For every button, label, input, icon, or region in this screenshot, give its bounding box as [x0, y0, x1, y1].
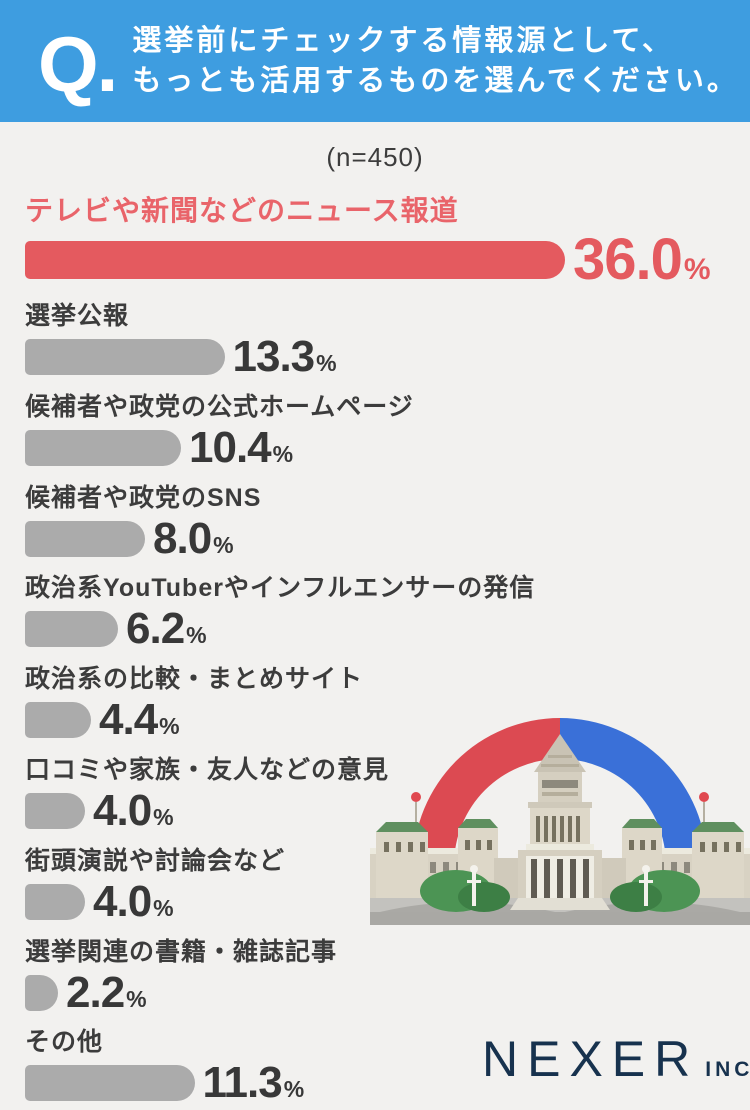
bar-line: 13.3 % [25, 332, 750, 382]
national-diet-building-illustration [370, 718, 750, 925]
green-roof [458, 819, 498, 828]
bar-chart: テレビや新聞などのニュース報道 36.0 % 選挙公報 13.3 % 候補者や政… [0, 193, 750, 1108]
bar-line: 6.2 % [25, 604, 750, 654]
bar-value-number: 8.0 [153, 513, 212, 563]
bar [25, 1065, 195, 1102]
bar-label: 街頭演説や討論会など [25, 846, 286, 875]
nexer-logo-text: NEXER [482, 1031, 700, 1087]
question-mark: Q. [38, 19, 118, 108]
bar-value-number: 4.0 [93, 786, 152, 836]
lamp-post [467, 865, 481, 906]
bar-value-unit: % [153, 894, 174, 921]
bar-line: 8.0 % [25, 513, 750, 563]
bar-line: 2.2 % [25, 967, 750, 1017]
tower-pyramid [534, 734, 586, 772]
bar-label: 選挙公報 [25, 302, 130, 331]
chart-row: 政治系YouTuberやインフルエンサーの発信 6.2 % [25, 571, 750, 654]
question-title-line1: 選挙前にチェックする情報源として、 [132, 24, 675, 57]
bar-value: 36.0 % [573, 227, 711, 292]
chart-row: 口コミや家族・友人などの意見 4.0 % [25, 753, 750, 832]
bar-value: 8.0 % [153, 513, 234, 563]
bar-line: 36.0 % [25, 227, 750, 292]
bar-value-unit: % [213, 531, 234, 558]
sample-size-label: (n=450) [326, 142, 424, 172]
bush [458, 882, 510, 912]
bar-value-unit: % [186, 622, 207, 649]
bar [25, 702, 91, 739]
bar-value-number: 13.3 [232, 332, 316, 382]
bar-value-unit: % [272, 440, 294, 467]
chart-row: 候補者や政党の公式ホームページ 10.4 % [25, 390, 750, 469]
bar [25, 429, 181, 466]
bar-value: 13.3 % [232, 332, 337, 382]
bar-line: 4.4 % [25, 695, 750, 745]
bar-line: 4.0 % [25, 876, 750, 926]
green-roof [622, 819, 662, 828]
chart-row: 街頭演説や討論会など 4.0 % [25, 844, 750, 923]
bar-label: 候補者や政党の公式ホームページ [25, 392, 414, 421]
chart-row: 候補者や政党のSNS 8.0 % [25, 481, 750, 560]
bar-label: 政治系の比較・まとめサイト [25, 665, 364, 694]
chart-row: 選挙関連の書籍・雑誌記事 2.2 % [25, 935, 750, 1014]
chart-row: テレビや新聞などのニュース報道 36.0 % [25, 193, 750, 292]
bar [25, 240, 565, 279]
bar-value-unit: % [153, 804, 174, 831]
arch-right-blue [560, 718, 707, 865]
bar-value-number: 2.2 [66, 967, 125, 1017]
bar-value-unit: % [316, 350, 337, 377]
bar-value: 4.0 % [93, 876, 174, 926]
bar-value: 4.4 % [99, 695, 180, 745]
bar-line: 11.3 % [25, 1058, 750, 1108]
lamp-post [639, 865, 653, 906]
bar-value-number: 4.0 [93, 876, 152, 926]
bar-value-number: 4.4 [99, 695, 158, 745]
bar-value-number: 10.4 [189, 422, 272, 472]
bar [25, 338, 225, 375]
bar-value-unit: % [283, 1076, 305, 1103]
bar-line: 4.0 % [25, 786, 750, 836]
bar-label: 政治系YouTuberやインフルエンサーの発信 [25, 574, 536, 603]
bar-value-unit: % [683, 253, 711, 286]
green-roof [692, 822, 744, 832]
question-title-line2: もっとも活用するものを選んでください。 [132, 65, 739, 97]
nexer-logo: NEXER INC. [482, 1030, 750, 1088]
bar-value: 10.4 % [189, 422, 294, 472]
chart-row: 政治系の比較・まとめサイト 4.4 % [25, 662, 750, 745]
arch-left-red [413, 718, 560, 865]
bar-value: 6.2 % [126, 604, 207, 654]
bar-label: 候補者や政党のSNS [25, 483, 262, 512]
bar [25, 974, 58, 1011]
bar-value-number: 36.0 [573, 227, 683, 292]
road [370, 912, 750, 925]
flag-right [699, 792, 709, 802]
chart-row: その他 11.3 % [25, 1025, 750, 1108]
bar [25, 883, 85, 920]
bar-value: 11.3 % [202, 1058, 305, 1108]
bar-label: 選挙関連の書籍・雑誌記事 [25, 937, 338, 966]
bar-label: 口コミや家族・友人などの意見 [25, 756, 390, 785]
question-title: 選挙前にチェックする情報源として、 もっとも活用するものを選んでください。 [132, 21, 739, 101]
question-header: Q. 選挙前にチェックする情報源として、 もっとも活用するものを選んでください。 [0, 0, 750, 122]
bar-value: 2.2 % [66, 967, 147, 1017]
bar-value-number: 11.3 [202, 1058, 283, 1108]
bar [25, 520, 145, 557]
bar-label: テレビや新聞などのニュース報道 [25, 195, 459, 226]
nexer-logo-suffix: INC. [705, 1058, 750, 1081]
bar-line: 10.4 % [25, 422, 750, 472]
bar-value: 4.0 % [93, 786, 174, 836]
bar-value-unit: % [126, 985, 147, 1012]
flag-left [411, 792, 421, 802]
bar-value-number: 6.2 [126, 604, 185, 654]
green-roof [376, 822, 428, 832]
bar [25, 792, 85, 829]
bar-value-unit: % [159, 713, 180, 740]
bar [25, 611, 118, 648]
bush [610, 882, 662, 912]
bar-label: その他 [25, 1028, 104, 1057]
chart-row: 選挙公報 13.3 % [25, 299, 750, 378]
